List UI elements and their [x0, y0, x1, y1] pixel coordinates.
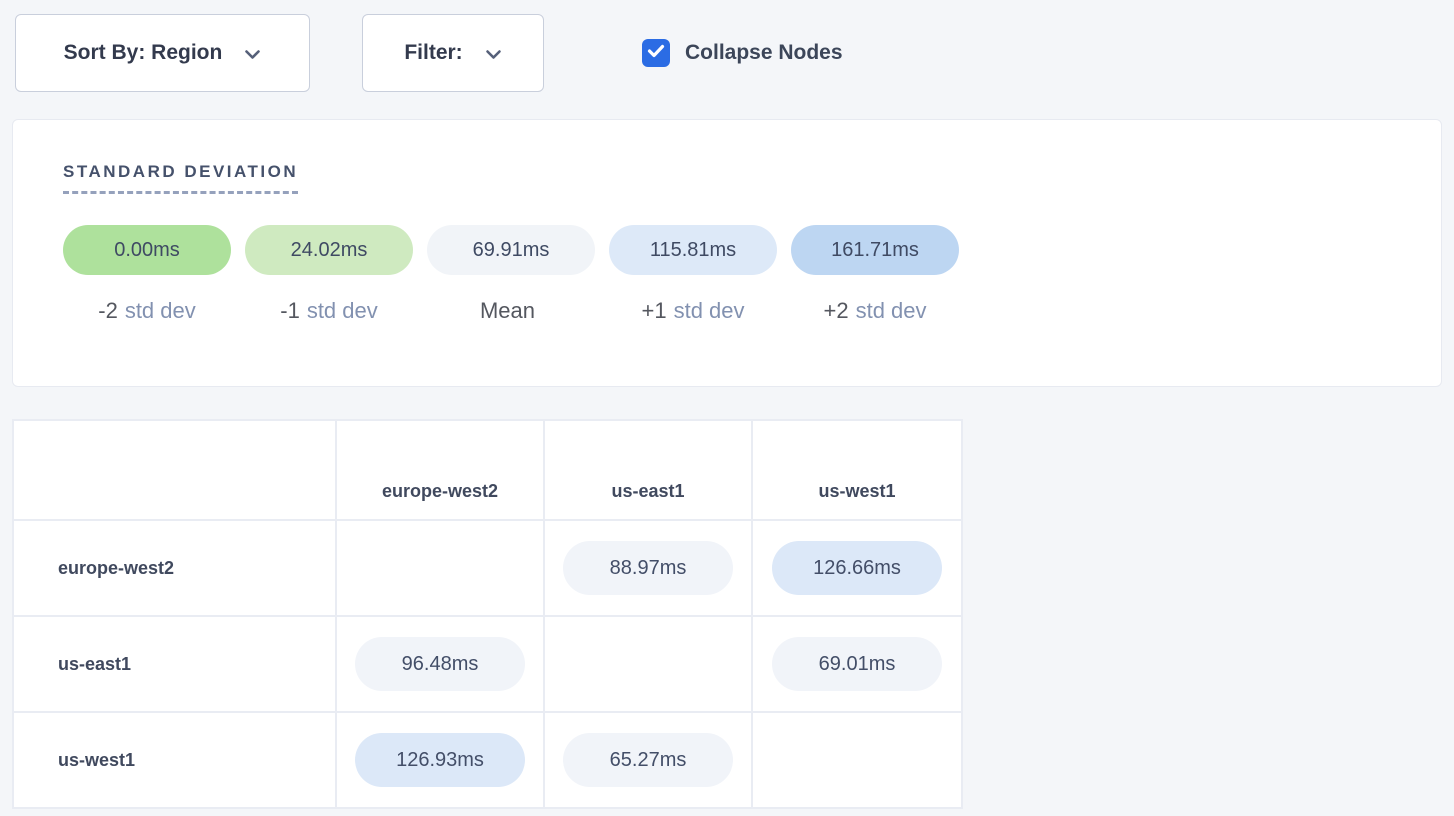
- latency-value-pill[interactable]: 96.48ms: [355, 637, 525, 691]
- collapse-nodes-control: Collapse Nodes: [642, 39, 843, 67]
- legend-pill-plus2: 161.71ms: [791, 225, 959, 275]
- legend-pills-row: 0.00ms 24.02ms 69.91ms 115.81ms 161.71ms: [63, 225, 1441, 275]
- filter-dropdown-label: Filter:: [404, 41, 463, 64]
- matrix-row-europe-west2: europe-west2 88.97ms 126.66ms: [12, 519, 963, 617]
- matrix-row-us-east1: us-east1 96.48ms 69.01ms: [12, 615, 963, 713]
- latency-value-pill[interactable]: 126.66ms: [772, 541, 942, 595]
- legend-label-plus1: +1 std dev: [641, 298, 745, 323]
- legend-pill-minus1: 24.02ms: [245, 225, 413, 275]
- latency-value-pill[interactable]: 65.27ms: [563, 733, 733, 787]
- legend-title: STANDARD DEVIATION: [63, 162, 299, 194]
- standard-deviation-card: STANDARD DEVIATION 0.00ms 24.02ms 69.91m…: [12, 119, 1442, 387]
- sort-by-dropdown-label: Sort By: Region: [63, 41, 223, 64]
- matrix-corner-cell: [12, 419, 337, 521]
- matrix-cell-empty: [543, 615, 753, 713]
- matrix-cell[interactable]: 88.97ms: [543, 519, 753, 617]
- chevron-down-icon: [485, 49, 502, 60]
- checkmark-icon: [647, 44, 665, 63]
- matrix-cell[interactable]: 65.27ms: [543, 711, 753, 809]
- latency-value-pill[interactable]: 126.93ms: [355, 733, 525, 787]
- legend-pill-minus2: 0.00ms: [63, 225, 231, 275]
- matrix-column-header: us-east1: [543, 419, 753, 521]
- sort-by-dropdown[interactable]: Sort By: Region: [15, 14, 310, 92]
- matrix-column-header: europe-west2: [335, 419, 545, 521]
- chevron-down-icon: [244, 49, 261, 60]
- toolbar: Sort By: Region Filter: Collapse Nodes: [0, 0, 1454, 92]
- matrix-row-header: europe-west2: [12, 519, 337, 617]
- matrix-cell[interactable]: 96.48ms: [335, 615, 545, 713]
- matrix-cell-empty: [751, 711, 963, 809]
- matrix-cell[interactable]: 126.66ms: [751, 519, 963, 617]
- legend-label-minus1: -1 std dev: [280, 298, 378, 323]
- collapse-nodes-checkbox[interactable]: [642, 39, 670, 67]
- matrix-row-header: us-west1: [12, 711, 337, 809]
- legend-label-plus2: +2 std dev: [823, 298, 927, 323]
- matrix-column-header: us-west1: [751, 419, 963, 521]
- latency-matrix-table: europe-west2 us-east1 us-west1 europe-we…: [12, 419, 963, 809]
- filter-dropdown[interactable]: Filter:: [362, 14, 544, 92]
- matrix-cell[interactable]: 69.01ms: [751, 615, 963, 713]
- matrix-cell-empty: [335, 519, 545, 617]
- matrix-row-header: us-east1: [12, 615, 337, 713]
- matrix-row-us-west1: us-west1 126.93ms 65.27ms: [12, 711, 963, 809]
- collapse-nodes-label[interactable]: Collapse Nodes: [685, 41, 843, 64]
- matrix-cell[interactable]: 126.93ms: [335, 711, 545, 809]
- legend-pill-mean: 69.91ms: [427, 225, 595, 275]
- latency-value-pill[interactable]: 88.97ms: [563, 541, 733, 595]
- legend-label-mean: Mean: [479, 298, 536, 323]
- legend-label-minus2: -2 std dev: [98, 298, 196, 323]
- legend-labels-row: -2 std dev -1 std dev Mean +1 std dev +2…: [63, 298, 1441, 324]
- latency-value-pill[interactable]: 69.01ms: [772, 637, 942, 691]
- matrix-header-row: europe-west2 us-east1 us-west1: [12, 419, 963, 521]
- legend-pill-plus1: 115.81ms: [609, 225, 777, 275]
